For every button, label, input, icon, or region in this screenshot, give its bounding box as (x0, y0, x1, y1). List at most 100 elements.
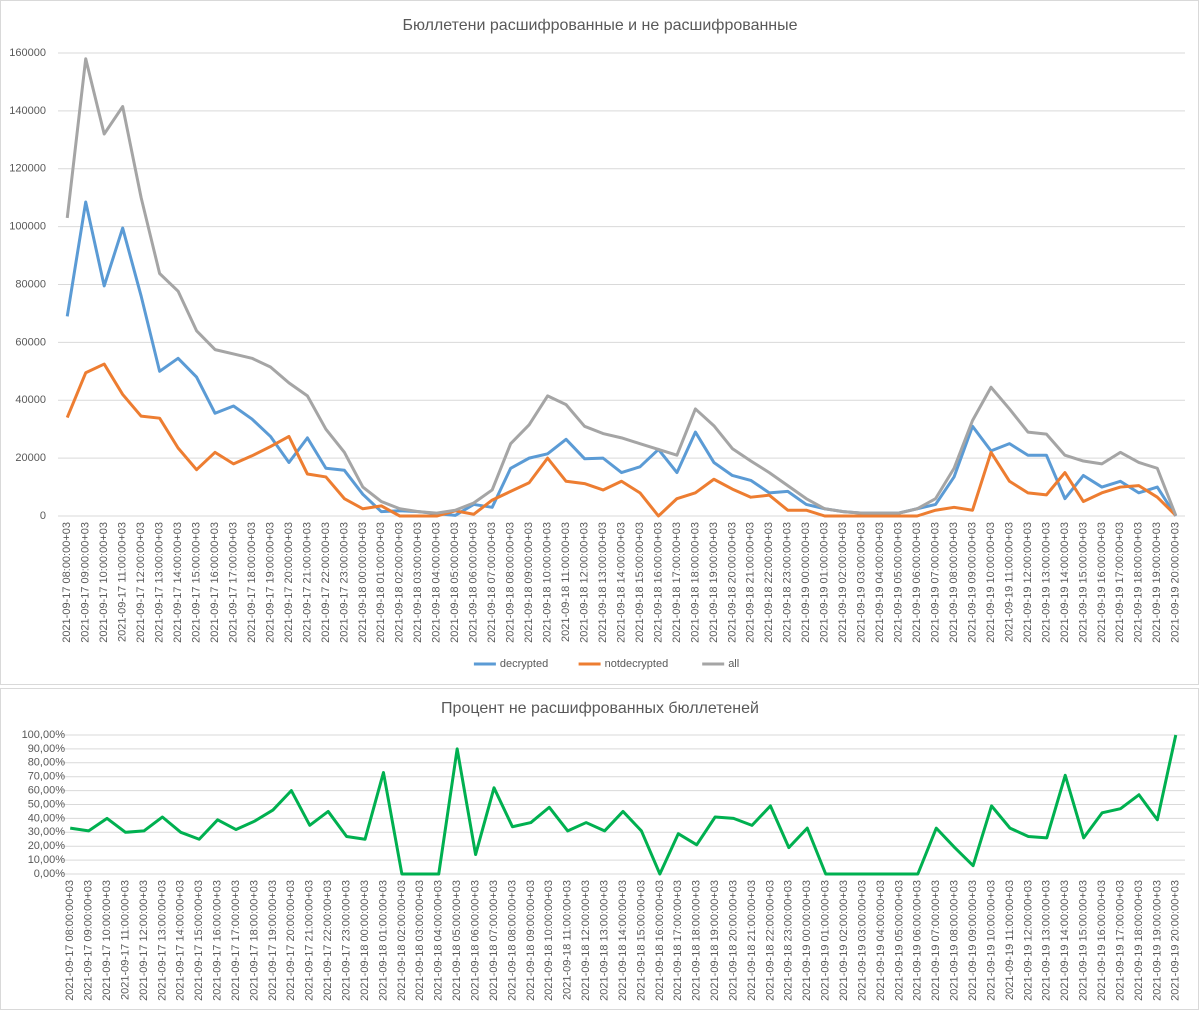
x-tick-label: 2021-09-18 10:00:00+03 (543, 880, 555, 1001)
x-tick-label: 2021-09-19 14:00:00+03 (1059, 522, 1071, 643)
x-tick-label: 2021-09-18 23:00:00+03 (783, 880, 795, 1001)
x-tick-label: 2021-09-17 20:00:00+03 (285, 880, 297, 1001)
x-tick-label: 2021-09-19 04:00:00+03 (874, 522, 886, 643)
x-tick-label: 2021-09-18 16:00:00+03 (652, 522, 664, 643)
x-tick-label: 2021-09-19 03:00:00+03 (856, 522, 868, 643)
x-tick-label: 2021-09-18 06:00:00+03 (468, 522, 480, 643)
data-line (65, 362, 1177, 518)
x-tick-label: 2021-09-17 16:00:00+03 (209, 522, 221, 643)
y-tick-label: 60000 (15, 336, 46, 348)
x-tick-label: 2021-09-19 12:00:00+03 (1022, 880, 1034, 1001)
x-tick-label: 2021-09-18 19:00:00+03 (708, 522, 720, 643)
x-tick-label: 2021-09-18 04:00:00+03 (433, 880, 445, 1001)
x-tick-label: 2021-09-17 23:00:00+03 (341, 880, 353, 1001)
x-tick-label: 2021-09-17 08:00:00+03 (64, 880, 76, 1001)
data-line (69, 734, 1178, 876)
x-tick-label: 2021-09-18 13:00:00+03 (598, 880, 610, 1001)
x-tick-label: 2021-09-19 18:00:00+03 (1133, 522, 1145, 643)
x-tick-label: 2021-09-17 09:00:00+03 (83, 880, 95, 1001)
x-tick-label: 2021-09-19 19:00:00+03 (1151, 522, 1163, 643)
x-tick-label: 2021-09-17 22:00:00+03 (320, 522, 332, 643)
chart: Бюллетени расшифрованные и не расшифрова… (0, 0, 1199, 685)
x-tick-label: 2021-09-19 20:00:00+03 (1170, 880, 1182, 1001)
x-tick-label: 2021-09-18 20:00:00+03 (726, 522, 738, 643)
x-tick-label: 2021-09-17 14:00:00+03 (175, 880, 187, 1001)
x-tick-label: 2021-09-18 00:00:00+03 (357, 522, 369, 643)
x-tick-label: 2021-09-18 02:00:00+03 (396, 880, 408, 1001)
x-tick-label: 2021-09-18 11:00:00+03 (560, 522, 572, 642)
x-tick-label: 2021-09-19 10:00:00+03 (985, 522, 997, 643)
x-tick-label: 2021-09-17 20:00:00+03 (283, 522, 295, 643)
x-tick-label: 2021-09-17 08:00:00+03 (61, 522, 73, 643)
x-tick-label: 2021-09-18 12:00:00+03 (580, 880, 592, 1001)
x-tick-label: 2021-09-17 15:00:00+03 (190, 522, 202, 643)
x-tick-label: 2021-09-17 12:00:00+03 (135, 522, 147, 643)
y-tick-label: 40,00% (28, 812, 66, 824)
chart-title: Бюллетени расшифрованные и не расшифрова… (402, 17, 797, 34)
x-tick-label: 2021-09-17 18:00:00+03 (246, 522, 258, 643)
x-tick-label: 2021-09-18 15:00:00+03 (635, 880, 647, 1001)
x-tick-label: 2021-09-18 02:00:00+03 (394, 522, 406, 643)
x-tick-label: 2021-09-18 15:00:00+03 (634, 522, 646, 643)
chart-title: Процент не расшифрованных бюллетеней (441, 700, 759, 717)
x-tick-label: 2021-09-19 16:00:00+03 (1096, 522, 1108, 643)
x-tick-label: 2021-09-18 11:00:00+03 (562, 880, 574, 1000)
x-tick-label: 2021-09-17 16:00:00+03 (212, 880, 224, 1001)
y-tick-label: 30,00% (28, 826, 66, 838)
x-tick-label: 2021-09-18 18:00:00+03 (689, 522, 701, 643)
x-tick-label: 2021-09-18 19:00:00+03 (709, 880, 721, 1001)
y-tick-label: 140000 (9, 105, 46, 117)
x-tick-label: 2021-09-18 14:00:00+03 (615, 522, 627, 643)
x-tick-label: 2021-09-17 17:00:00+03 (227, 522, 239, 643)
x-tick-label: 2021-09-17 15:00:00+03 (193, 880, 205, 1001)
x-tick-label: 2021-09-19 14:00:00+03 (1059, 880, 1071, 1001)
y-tick-label: 100,00% (22, 729, 66, 741)
x-tick-label: 2021-09-19 11:00:00+03 (1003, 522, 1015, 642)
x-tick-label: 2021-09-19 15:00:00+03 (1077, 522, 1089, 643)
x-tick-label: 2021-09-18 00:00:00+03 (359, 880, 371, 1001)
x-tick-label: 2021-09-19 19:00:00+03 (1151, 880, 1163, 1001)
x-tick-label: 2021-09-17 17:00:00+03 (230, 880, 242, 1001)
x-tick-label: 2021-09-19 17:00:00+03 (1114, 522, 1126, 643)
x-tick-label: 2021-09-17 09:00:00+03 (80, 522, 92, 643)
x-tick-label: 2021-09-18 21:00:00+03 (745, 522, 757, 643)
x-tick-label: 2021-09-19 00:00:00+03 (800, 522, 812, 643)
legend-label: all (728, 658, 739, 670)
x-tick-label: 2021-09-18 05:00:00+03 (451, 880, 463, 1001)
x-tick-label: 2021-09-17 18:00:00+03 (248, 880, 260, 1001)
y-tick-label: 10,00% (28, 854, 66, 866)
y-tick-label: 80,00% (28, 757, 66, 769)
legend-label: decrypted (500, 658, 548, 670)
y-tick-label: 50,00% (28, 798, 66, 810)
x-tick-label: 2021-09-18 16:00:00+03 (654, 880, 666, 1001)
y-tick-label: 120000 (9, 163, 46, 175)
x-tick-label: 2021-09-19 18:00:00+03 (1133, 880, 1145, 1001)
y-tick-label: 20000 (15, 452, 46, 464)
x-tick-label: 2021-09-19 01:00:00+03 (820, 880, 832, 1001)
x-tick-label: 2021-09-19 16:00:00+03 (1096, 880, 1108, 1001)
y-tick-label: 40000 (15, 394, 46, 406)
x-tick-label: 2021-09-19 02:00:00+03 (837, 522, 849, 643)
legend-label: notdecrypted (605, 658, 669, 670)
x-tick-label: 2021-09-19 20:00:00+03 (1170, 522, 1182, 643)
x-tick-label: 2021-09-19 08:00:00+03 (949, 880, 961, 1001)
x-tick-label: 2021-09-19 03:00:00+03 (856, 880, 868, 1001)
x-tick-label: 2021-09-19 04:00:00+03 (875, 880, 887, 1001)
x-tick-label: 2021-09-19 12:00:00+03 (1022, 522, 1034, 643)
x-tick-label: 2021-09-19 05:00:00+03 (893, 522, 905, 643)
x-tick-label: 2021-09-18 09:00:00+03 (523, 522, 535, 643)
x-tick-label: 2021-09-18 07:00:00+03 (488, 880, 500, 1001)
x-tick-label: 2021-09-18 14:00:00+03 (617, 880, 629, 1001)
x-tick-label: 2021-09-18 20:00:00+03 (727, 880, 739, 1001)
x-tick-label: 2021-09-18 13:00:00+03 (597, 522, 609, 643)
x-tick-label: 2021-09-18 08:00:00+03 (505, 522, 517, 643)
y-tick-label: 90,00% (28, 743, 66, 755)
x-tick-label: 2021-09-18 03:00:00+03 (412, 522, 424, 643)
y-tick-label: 60,00% (28, 785, 66, 797)
x-tick-label: 2021-09-18 09:00:00+03 (525, 880, 537, 1001)
x-tick-label: 2021-09-18 04:00:00+03 (431, 522, 443, 643)
x-tick-label: 2021-09-18 22:00:00+03 (764, 880, 776, 1001)
y-tick-label: 0,00% (34, 868, 65, 880)
x-tick-label: 2021-09-18 17:00:00+03 (671, 522, 683, 643)
